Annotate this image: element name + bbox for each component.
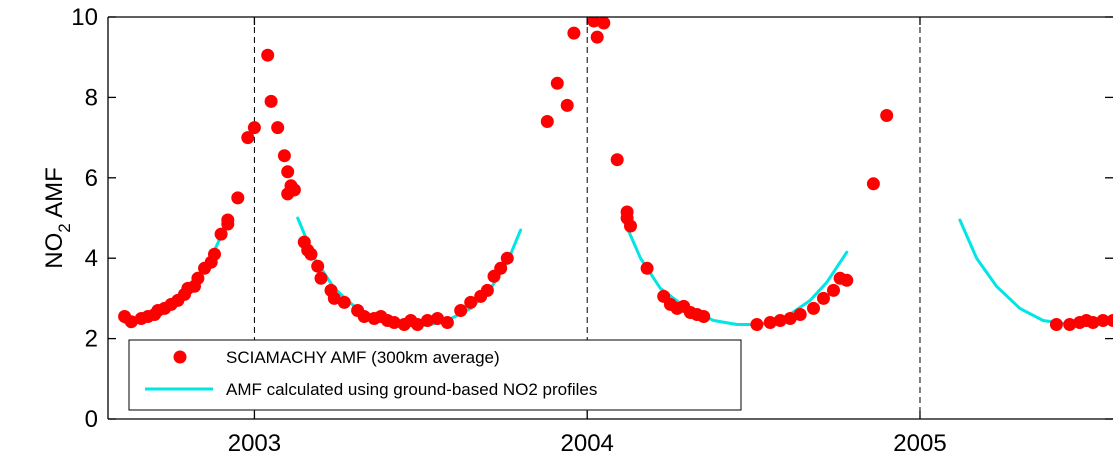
sciamachy-point — [763, 316, 777, 329]
x-tick-label: 2005 — [893, 430, 946, 457]
sciamachy-point — [840, 273, 854, 287]
legend-box — [128, 339, 742, 411]
sciamachy-point — [494, 261, 508, 275]
sciamachy-point — [1106, 314, 1113, 327]
sciamachy-point — [807, 301, 820, 315]
sciamachy-point — [610, 153, 624, 167]
sciamachy-point — [817, 291, 830, 305]
sciamachy-point — [277, 149, 291, 163]
sciamachy-point — [357, 310, 371, 323]
sciamachy-point — [697, 310, 711, 323]
sciamachy-point — [314, 271, 328, 285]
y-axis-label: NO2 AMF — [41, 167, 74, 268]
sciamachy-point — [1063, 318, 1077, 331]
sciamachy-point — [500, 251, 514, 265]
sciamachy-point — [247, 121, 261, 135]
sciamachy-point — [208, 247, 221, 261]
sciamachy-point — [480, 283, 494, 297]
sciamachy-point — [271, 121, 285, 135]
axes — [107, 16, 1113, 420]
y-tick-label: 8 — [85, 84, 98, 111]
sciamachy-point — [221, 213, 235, 227]
sciamachy-point — [214, 227, 228, 241]
y-axis-label-main: NO — [41, 233, 68, 269]
sciamachy-point — [590, 30, 604, 44]
sciamachy-point — [231, 191, 245, 205]
sciamachy-point — [880, 109, 894, 122]
amf-calculated-curves — [123, 216, 1113, 327]
legend-label-calculated: AMF calculated using ground-based NO2 pr… — [226, 380, 597, 399]
sciamachy-point — [337, 295, 351, 309]
sciamachy-point — [124, 315, 138, 329]
y-axis-label-sub: 2 — [55, 223, 74, 232]
amf-curve-segment — [296, 216, 523, 327]
y-tick-label: 2 — [85, 326, 98, 353]
sciamachy-point — [421, 314, 434, 327]
sciamachy-point — [1086, 316, 1100, 329]
sciamachy-point — [624, 219, 637, 233]
y-tick-label: 0 — [85, 406, 98, 433]
sciamachy-point — [1096, 314, 1110, 327]
sciamachy-point — [1049, 318, 1063, 331]
x-tick-label: 2003 — [228, 430, 281, 457]
sciamachy-point — [866, 177, 880, 191]
amf-curve-segment — [622, 218, 849, 326]
sciamachy-point — [311, 259, 325, 273]
sciamachy-point — [464, 295, 478, 309]
y-axis-label-rest: AMF — [41, 167, 68, 223]
sciamachy-point — [440, 316, 454, 329]
sciamachy-point — [597, 17, 611, 30]
x-ticks: 2003 2004 2005 — [228, 17, 947, 457]
sciamachy-point — [431, 312, 444, 325]
sciamachy-point — [261, 48, 275, 62]
sciamachy-point — [750, 318, 764, 331]
sciamachy-point — [387, 316, 401, 329]
sciamachy-point — [287, 183, 301, 197]
y-ticks: 0 2 4 6 8 10 — [71, 4, 1113, 433]
sciamachy-point — [550, 76, 564, 90]
sciamachy-point — [327, 291, 341, 305]
amf-curve-segment — [958, 218, 1113, 326]
y-tick-label: 4 — [85, 245, 98, 272]
sciamachy-point — [587, 17, 601, 28]
sciamachy-point — [773, 314, 787, 327]
sciamachy-point — [241, 131, 255, 145]
plot-area — [118, 17, 1113, 419]
y-tick-label: 10 — [71, 4, 98, 31]
legend-label-sciamachy: SCIAMACHY AMF (300km average) — [226, 348, 500, 367]
sciamachy-point — [560, 98, 574, 112]
sciamachy-point — [540, 115, 554, 128]
sciamachy-points — [118, 17, 1113, 331]
legend-point-marker — [173, 350, 187, 364]
sciamachy-point — [827, 283, 840, 297]
y-tick-label: 6 — [85, 165, 98, 192]
sciamachy-point — [411, 318, 424, 331]
sciamachy-point — [454, 304, 468, 317]
sciamachy-point — [191, 271, 205, 285]
sciamachy-point — [281, 165, 295, 179]
sciamachy-point — [783, 312, 797, 325]
sciamachy-point — [640, 261, 654, 275]
sciamachy-point — [264, 94, 278, 108]
sciamachy-point — [567, 26, 581, 40]
legend: SCIAMACHY AMF (300km average) AMF calcul… — [128, 339, 742, 411]
sciamachy-point — [793, 308, 807, 321]
x-tick-label: 2004 — [561, 430, 614, 457]
sciamachy-point — [304, 247, 318, 261]
